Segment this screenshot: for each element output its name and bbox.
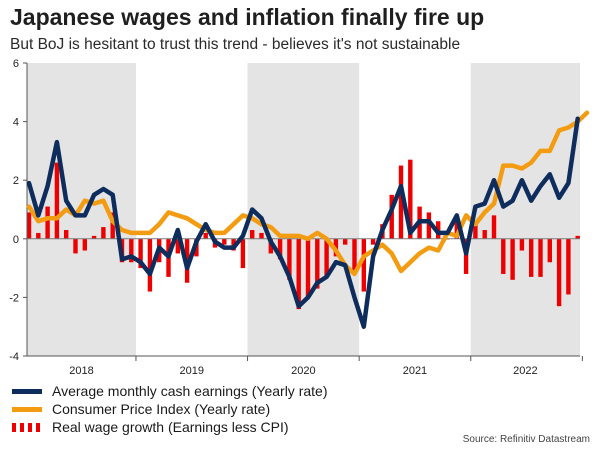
real-wage-bar <box>64 230 69 239</box>
real-wage-bar <box>138 238 143 269</box>
x-tick-label: 2021 <box>403 365 427 377</box>
real-wage-bar <box>361 238 366 292</box>
real-wage-bar <box>259 232 264 239</box>
chart-subtitle: But BoJ is hesitant to trust this trend … <box>10 36 461 53</box>
source-note: Source: Refinitiv Datastream <box>462 434 590 445</box>
real-wage-bar <box>575 235 580 239</box>
real-wage-bar <box>426 212 432 239</box>
y-tick-label: 6 <box>13 58 19 70</box>
chart-title: Japanese wages and inflation finally fir… <box>10 4 485 30</box>
real-wage-bar <box>287 238 292 280</box>
real-wage-bar <box>408 159 413 239</box>
cpi-legend-swatch <box>12 406 42 412</box>
real-wage-bar <box>250 230 255 239</box>
real-wage-bar <box>175 238 180 254</box>
shade-2020 <box>247 63 360 356</box>
real-wage-bar <box>547 238 552 263</box>
real-wage-legend-swatch <box>12 422 42 432</box>
real-wage-bar <box>566 238 571 295</box>
year-shading <box>27 63 580 356</box>
real-wage-bar <box>268 238 273 254</box>
real-wage-bar <box>36 232 41 239</box>
real-wage-bar <box>222 238 227 245</box>
real-wage-bar <box>315 238 320 289</box>
real-wage-bar <box>454 218 459 239</box>
real-wage-bar <box>277 238 283 260</box>
real-wage-bar <box>510 238 515 280</box>
real-wage-bar <box>324 238 329 277</box>
cpi-line <box>26 110 590 277</box>
real-wage-bar <box>129 238 134 263</box>
real-wage-bar <box>482 230 487 239</box>
real-wage-bar <box>501 238 506 274</box>
real-wage-bar <box>491 215 497 239</box>
real-wage-bar <box>519 238 525 251</box>
real-wage-bar <box>296 238 301 310</box>
real-wage-bar <box>91 235 97 239</box>
real-wage-bar <box>26 212 32 239</box>
legend-item-cpi: Consumer Price Index (Yearly rate) <box>12 401 270 417</box>
legend-label-real-wage: Real wage growth (Earnings less CPI) <box>52 419 289 435</box>
y-tick-label: -2 <box>9 292 19 304</box>
real-wage-bar <box>473 221 478 239</box>
x-tick-label: 2019 <box>180 365 204 377</box>
legend-label-earnings: Average monthly cash earnings (Yearly ra… <box>52 383 328 399</box>
real-wage-bar <box>463 238 469 274</box>
real-wage-bar <box>538 238 543 277</box>
real-wage-bar <box>352 238 357 272</box>
real-wage-bar <box>82 238 87 251</box>
legend-item-earnings: Average monthly cash earnings (Yearly ra… <box>12 383 327 399</box>
real-wage-bar <box>101 227 106 239</box>
real-wage-bar <box>73 238 78 254</box>
real-wage-bar <box>45 206 50 239</box>
real-wage-bars <box>26 159 580 310</box>
earnings-line <box>26 116 580 329</box>
y-tick-label: -4 <box>9 351 19 363</box>
real-wage-bar <box>556 238 562 307</box>
real-wage-bar <box>110 212 115 239</box>
real-wage-bar <box>370 238 376 245</box>
real-wage-bar <box>343 238 348 245</box>
real-wage-bar <box>203 232 208 239</box>
real-wage-bar <box>240 238 246 269</box>
x-tick-label: 2020 <box>291 365 315 377</box>
real-wage-bar <box>398 165 404 239</box>
real-wage-bar <box>54 162 60 239</box>
legend-label-cpi: Consumer Price Index (Yearly rate) <box>52 401 271 417</box>
y-tick-label: 0 <box>13 234 19 246</box>
series-lines <box>26 110 590 329</box>
real-wage-bar <box>305 238 311 298</box>
legend-item-real-wage: Real wage growth (Earnings less CPI) <box>12 419 289 435</box>
real-wage-bar <box>147 238 153 292</box>
real-wage-bar <box>389 194 394 239</box>
y-tick-label: 4 <box>13 117 19 129</box>
earnings-legend-swatch <box>12 388 42 394</box>
x-tick-label: 2018 <box>69 365 93 377</box>
y-tick-label: 2 <box>13 175 19 187</box>
real-wage-bar <box>529 238 534 277</box>
x-tick-label: 2022 <box>513 365 537 377</box>
